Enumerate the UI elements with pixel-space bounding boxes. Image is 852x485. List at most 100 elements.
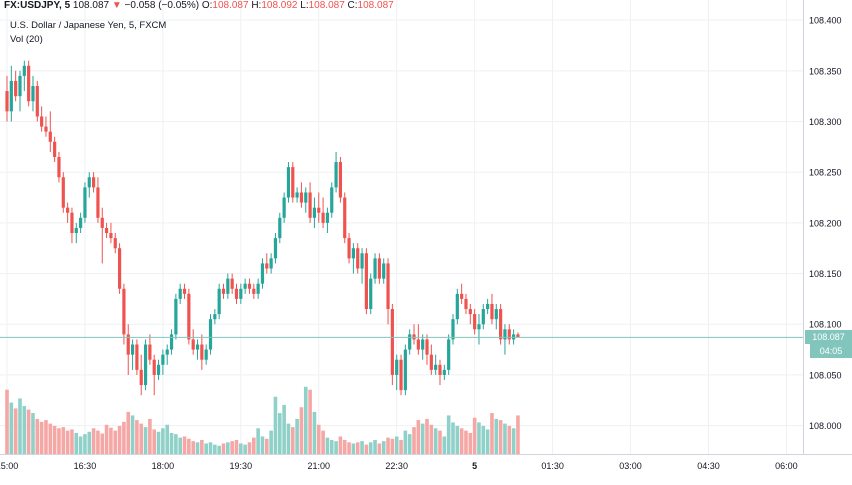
volume-bar <box>208 442 213 454</box>
time-tick-label: 03:00 <box>619 461 642 471</box>
candle-body <box>22 65 26 76</box>
candle-body <box>373 258 377 279</box>
volume-bar <box>498 420 503 454</box>
volume-bar <box>438 430 442 454</box>
candle-body <box>464 298 468 310</box>
volume-bar <box>472 417 477 454</box>
volume-bar <box>126 411 131 454</box>
candle-body <box>70 212 74 234</box>
candle-body <box>499 309 503 340</box>
candle-body <box>130 344 135 355</box>
candle <box>286 162 291 203</box>
candle <box>490 293 494 325</box>
price-tick-label: 108.350 <box>809 66 842 76</box>
candle-body <box>178 288 182 299</box>
candle <box>343 192 347 244</box>
volume-bar <box>290 427 295 454</box>
volume-bar <box>342 439 347 454</box>
candle <box>104 222 109 239</box>
volume-indicator-title[interactable]: Vol (20) <box>10 34 43 45</box>
candle <box>256 278 260 299</box>
volume-bar <box>260 436 265 454</box>
candle-body <box>117 248 122 289</box>
candle-body <box>169 334 174 350</box>
volume-bar <box>109 427 113 454</box>
volume-bar <box>234 439 239 454</box>
time-tick-label: 01:30 <box>541 461 564 471</box>
volume-bar <box>87 431 92 454</box>
volume-bar <box>239 443 243 454</box>
candle <box>468 303 472 325</box>
volume-bar <box>52 425 57 454</box>
candle-body <box>273 238 278 259</box>
volume-bar <box>308 389 312 454</box>
candle-body <box>286 167 291 198</box>
volume-bar <box>104 424 109 454</box>
candle-body <box>481 309 485 325</box>
candle-body <box>343 197 347 239</box>
candle <box>425 334 429 365</box>
candle-body <box>221 288 226 294</box>
candle <box>130 339 135 370</box>
candle <box>503 324 507 355</box>
candle <box>208 314 213 355</box>
candle-body <box>369 278 373 310</box>
candle <box>161 349 165 375</box>
price-tick-label: 108.050 <box>809 370 842 380</box>
volume-bar <box>156 431 161 454</box>
volume-bar <box>355 442 360 454</box>
candle-body <box>252 288 256 294</box>
candle <box>143 339 148 391</box>
candle-body <box>234 288 239 299</box>
volume-bar <box>312 411 317 454</box>
candle-body <box>330 187 334 213</box>
volume-bar <box>13 408 18 454</box>
change-arrow-icon: ▼ <box>111 0 122 11</box>
candle-body <box>61 177 65 208</box>
candle-body <box>92 177 96 188</box>
price-tick-label: 108.300 <box>809 117 842 127</box>
change-value: −0.058 (−0.05%) <box>124 0 200 11</box>
volume-bar <box>303 386 308 454</box>
volume-bar <box>191 441 195 454</box>
candle-body <box>74 227 78 234</box>
candle-body <box>338 162 343 198</box>
candle <box>364 248 368 315</box>
time-axis[interactable]: 15:00 16:30 18:00 19:30 21:00 22:30 5 01:30 03:0… <box>0 461 798 471</box>
ohlc-header: FX:USDJPY, 5 108.087 ▼ −0.058 (−0.05%) O… <box>4 0 394 12</box>
candle <box>27 60 31 107</box>
volume-bar <box>316 424 321 454</box>
volume-bar <box>455 425 460 454</box>
volume-bar <box>477 422 481 454</box>
close-value: 108.087 <box>357 0 394 11</box>
volume-bar <box>135 420 139 454</box>
candle <box>31 75 35 112</box>
volume-bar <box>161 428 165 454</box>
candle-body <box>308 192 312 218</box>
candle-body <box>66 207 70 213</box>
candle-body <box>83 187 87 218</box>
candle-body <box>104 227 109 234</box>
volume-bar <box>407 434 412 454</box>
candle <box>377 253 381 284</box>
candle <box>61 172 65 213</box>
candle <box>200 334 204 370</box>
candle <box>347 233 351 264</box>
candle <box>174 293 178 340</box>
candles <box>5 60 520 396</box>
candle-body <box>295 192 299 198</box>
candle-body <box>512 334 516 340</box>
candle <box>308 182 312 223</box>
candle <box>22 60 26 92</box>
price-axis[interactable]: 108.000 108.050 108.100 108.150 108.200 108.2… <box>809 16 842 431</box>
candle <box>100 207 104 264</box>
candle-body <box>408 334 412 350</box>
candle <box>74 222 78 244</box>
candle <box>247 278 252 294</box>
candle-body <box>334 162 338 188</box>
volume-bar <box>122 421 126 454</box>
volume-bar <box>446 415 451 454</box>
candle <box>360 248 364 284</box>
volume-bar <box>204 443 208 454</box>
